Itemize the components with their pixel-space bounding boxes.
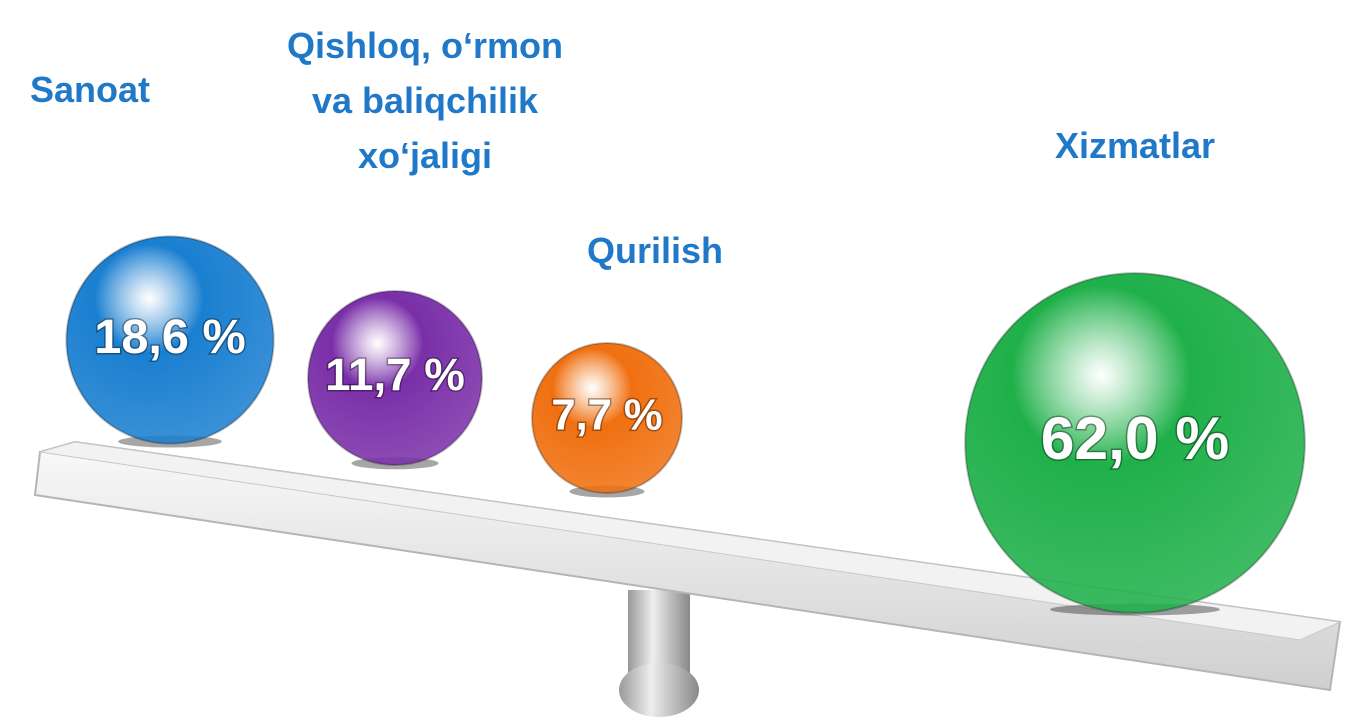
value-label: 11,7 % xyxy=(325,349,465,400)
stand-base xyxy=(619,663,699,717)
plank-top xyxy=(39,441,1342,641)
value-label: 7,7 % xyxy=(551,391,662,439)
category-label: Sanoat xyxy=(29,69,151,110)
value-label: 18,6 % xyxy=(94,310,245,364)
category-label: Xizmatlar xyxy=(1054,125,1216,166)
seesaw xyxy=(33,440,1342,717)
value-label: 62,0 % xyxy=(1041,404,1230,472)
ball xyxy=(530,341,684,495)
ball xyxy=(306,289,484,467)
ball xyxy=(65,235,275,445)
category-label: Qishloq, o‘rmon va baliqchilik xo‘jaligi xyxy=(287,25,563,176)
ball xyxy=(964,272,1306,614)
category-label: Qurilish xyxy=(586,230,724,271)
